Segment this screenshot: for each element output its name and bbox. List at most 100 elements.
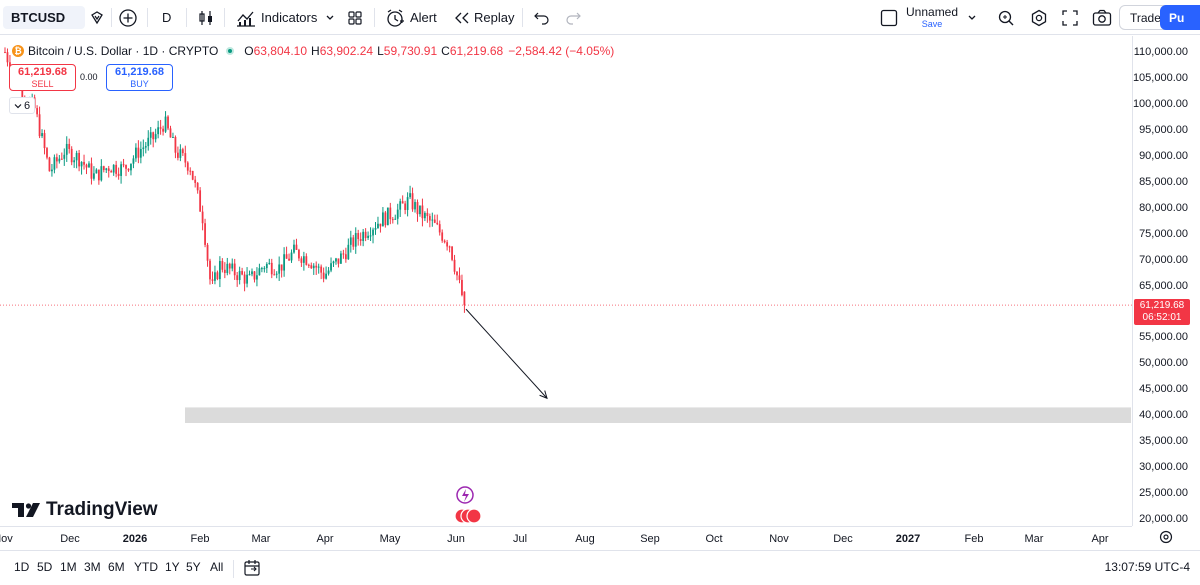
layout-dropdown-icon[interactable] — [967, 0, 977, 35]
redo-icon[interactable] — [565, 0, 581, 35]
candle-body — [335, 258, 337, 262]
save-label: Save — [921, 18, 943, 29]
candle-body — [401, 201, 404, 204]
candle-body — [174, 136, 177, 153]
favorite-icon[interactable] — [89, 0, 105, 35]
price-axis-label: 65,000.00 — [1139, 279, 1188, 292]
candle-body — [315, 265, 318, 268]
candle-body — [105, 168, 108, 171]
range-button-1y[interactable]: 1Y — [165, 560, 180, 574]
alert-label: Alert — [410, 10, 437, 25]
quick-search-icon[interactable] — [997, 0, 1015, 35]
candle-body — [65, 143, 68, 155]
undo-icon[interactable] — [534, 0, 550, 35]
price-axis[interactable]: 110,000.00 105,000.00 100,000.00 95,000.00 9… — [1132, 36, 1200, 526]
indicators-button[interactable]: Indicators — [236, 0, 317, 35]
candle-body — [152, 132, 155, 140]
candle-body — [132, 158, 135, 164]
interval-button[interactable]: D — [162, 0, 171, 35]
candle-body — [419, 205, 421, 215]
candle-body — [354, 233, 357, 247]
time-axis-label: Nov — [769, 533, 789, 545]
symbol-search-button[interactable]: BTCUSD — [3, 6, 85, 29]
indicators-label: Indicators — [261, 10, 318, 25]
replay-button[interactable]: Replay — [454, 0, 514, 35]
time-axis-label: Sep — [640, 533, 660, 545]
candle-body — [120, 164, 122, 176]
candle-body — [456, 271, 458, 276]
goto-date-calendar-icon[interactable] — [243, 559, 261, 582]
timezone-clock[interactable]: 13:07:59 UTC-4 — [1104, 560, 1190, 574]
tradingview-logo[interactable]: TradingView — [12, 499, 158, 521]
fullscreen-icon[interactable] — [1062, 0, 1078, 35]
layout-checkbox-icon[interactable] — [880, 0, 898, 35]
alert-button[interactable]: Alert — [385, 0, 437, 35]
price-axis-label: 35,000.00 — [1139, 435, 1188, 448]
tradingview-wordmark: TradingView — [46, 499, 158, 520]
time-axis-label: Nov — [0, 533, 13, 545]
templates-icon[interactable] — [347, 0, 363, 35]
projection-arrow-line — [465, 308, 548, 399]
layout-name-button[interactable]: Unnamed Save — [906, 0, 958, 35]
price-axis-label: 55,000.00 — [1139, 331, 1188, 344]
candle-body — [144, 146, 147, 148]
candle-body — [265, 263, 268, 269]
settings-gear-icon[interactable] — [1030, 0, 1048, 35]
candle-body — [137, 147, 140, 158]
candle-body — [421, 205, 424, 219]
candle-body — [201, 211, 204, 224]
range-button-ytd[interactable]: YTD — [134, 560, 158, 574]
compare-add-icon[interactable] — [118, 0, 138, 35]
candle-body — [97, 169, 100, 181]
candle-body — [162, 128, 164, 132]
time-axis[interactable]: Nov Dec 2026 Feb Mar Apr May Jun Jul Aug Sep Oct Nov… — [0, 526, 1132, 550]
candle-body — [38, 114, 41, 137]
publish-button[interactable]: Pu — [1160, 5, 1200, 30]
candle-body — [167, 116, 169, 129]
candles-icon[interactable] — [197, 0, 215, 35]
candle-body — [58, 158, 61, 162]
range-button-3m[interactable]: 3M — [84, 560, 101, 574]
range-button-all[interactable]: All — [210, 560, 224, 574]
symbol-label: BTCUSD — [11, 10, 66, 25]
indicators-dropdown-icon[interactable] — [325, 0, 335, 35]
candle-body — [83, 161, 85, 165]
sell-label: SELL — [31, 79, 54, 89]
candle-body — [364, 231, 367, 238]
candle-body — [233, 263, 236, 276]
sell-button[interactable]: 61,219.68 SELL — [9, 64, 76, 91]
candle-body — [453, 259, 456, 272]
candle-body — [6, 52, 9, 63]
candle-body — [411, 193, 414, 210]
bar-countdown: 06:52:01 — [1142, 312, 1182, 323]
interval-label: D — [162, 10, 172, 25]
candle-body — [179, 149, 182, 158]
legend-collapse-button[interactable]: 6 — [9, 97, 35, 114]
candle-body — [125, 165, 127, 169]
range-button-5d[interactable]: 5D — [37, 560, 53, 574]
candle-body — [386, 207, 389, 226]
range-button-1m[interactable]: 1M — [60, 560, 77, 574]
candle-body — [268, 262, 271, 264]
candle-body — [164, 116, 167, 132]
chevron-down-icon — [14, 103, 22, 108]
camera-snapshot-icon[interactable] — [1092, 0, 1112, 35]
candle-body — [382, 212, 384, 227]
buy-button[interactable]: 61,219.68 BUY — [106, 64, 173, 91]
candle-body — [238, 271, 241, 281]
legend-high: 63,902.24 — [319, 44, 374, 58]
chart-pane[interactable] — [0, 36, 1132, 526]
candle-body — [394, 218, 397, 220]
candle-body — [372, 229, 374, 236]
sell-price: 61,219.68 — [18, 66, 67, 78]
candle-body — [428, 216, 431, 221]
candle-body — [446, 242, 449, 247]
range-button-6m[interactable]: 6M — [108, 560, 125, 574]
candle-body — [448, 246, 451, 248]
price-chart[interactable] — [0, 36, 1132, 526]
range-button-1d[interactable]: 1D — [14, 560, 30, 574]
axis-settings-icon[interactable] — [1159, 530, 1173, 549]
range-button-5y[interactable]: 5Y — [186, 560, 201, 574]
candle-body — [199, 190, 202, 212]
